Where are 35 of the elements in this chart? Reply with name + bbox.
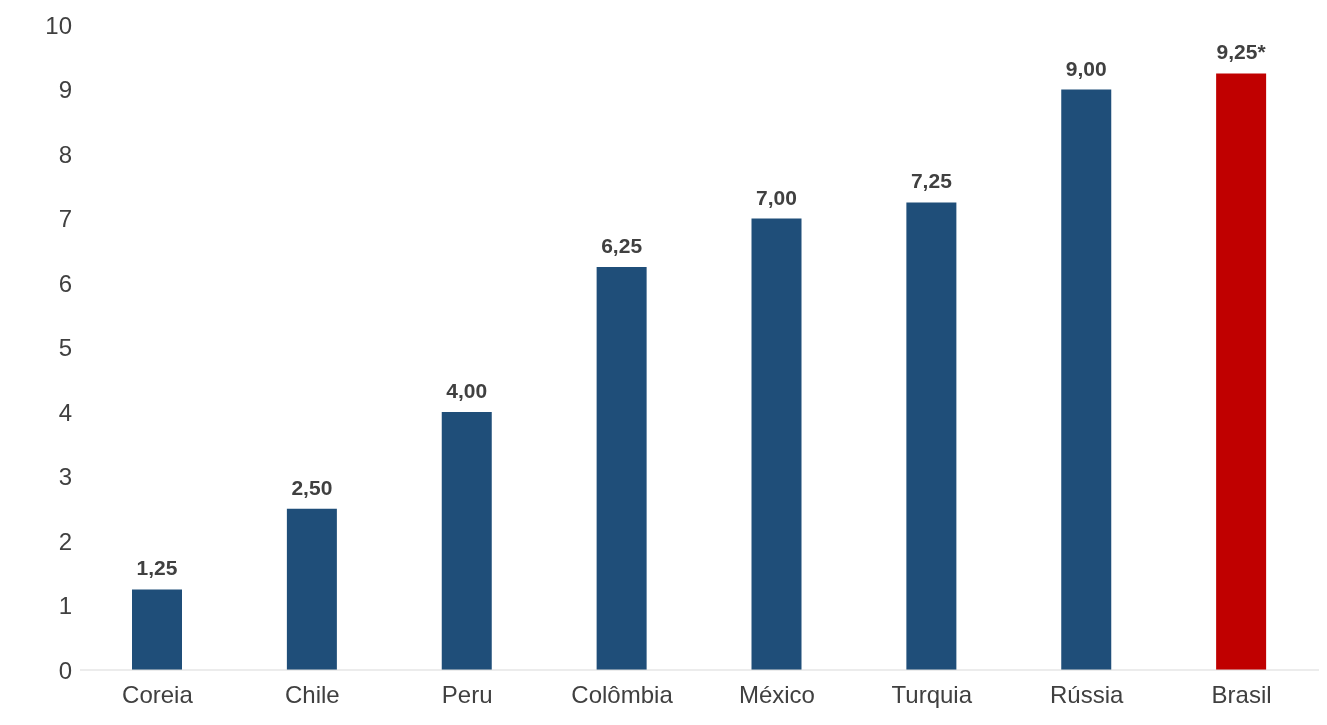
x-tick-label: Chile — [284, 681, 340, 709]
y-tick-label: 4 — [58, 398, 72, 426]
bar — [1216, 73, 1267, 670]
y-tick-label: 3 — [58, 463, 72, 491]
y-tick-label: 5 — [58, 334, 72, 362]
data-label: 1,25 — [136, 556, 178, 580]
y-tick-label: 1 — [58, 592, 72, 620]
data-label: 9,25* — [1216, 40, 1267, 64]
bar — [751, 218, 802, 670]
y-tick-label: 6 — [58, 269, 72, 297]
x-tick-label: Rússia — [1050, 681, 1125, 709]
y-tick-label: 9 — [58, 76, 72, 104]
x-tick-label: Brasil — [1211, 681, 1272, 709]
data-label: 6,25 — [601, 233, 643, 257]
data-label: 7,25 — [910, 169, 953, 193]
x-tick-label: Turquia — [891, 681, 973, 709]
bar — [906, 202, 957, 670]
y-tick-label: 7 — [58, 205, 72, 233]
y-tick-label: 8 — [58, 140, 72, 168]
x-tick-label: Peru — [441, 681, 493, 709]
data-label: 4,00 — [446, 379, 488, 402]
x-tick-label: Coreia — [122, 681, 194, 709]
x-tick-label: México — [738, 681, 815, 709]
y-tick-label: 2 — [58, 527, 72, 555]
y-tick-label: 10 — [45, 11, 72, 39]
bar — [596, 266, 647, 670]
data-label: 2,50 — [291, 475, 333, 499]
bar — [441, 412, 492, 670]
data-label: 9,00 — [1065, 56, 1107, 80]
bar — [1061, 89, 1112, 670]
bar — [286, 508, 337, 670]
x-tick-label: Colômbia — [571, 681, 674, 709]
bar — [132, 589, 182, 670]
y-tick-label: 0 — [58, 656, 72, 684]
data-label: 7,00 — [756, 185, 797, 209]
